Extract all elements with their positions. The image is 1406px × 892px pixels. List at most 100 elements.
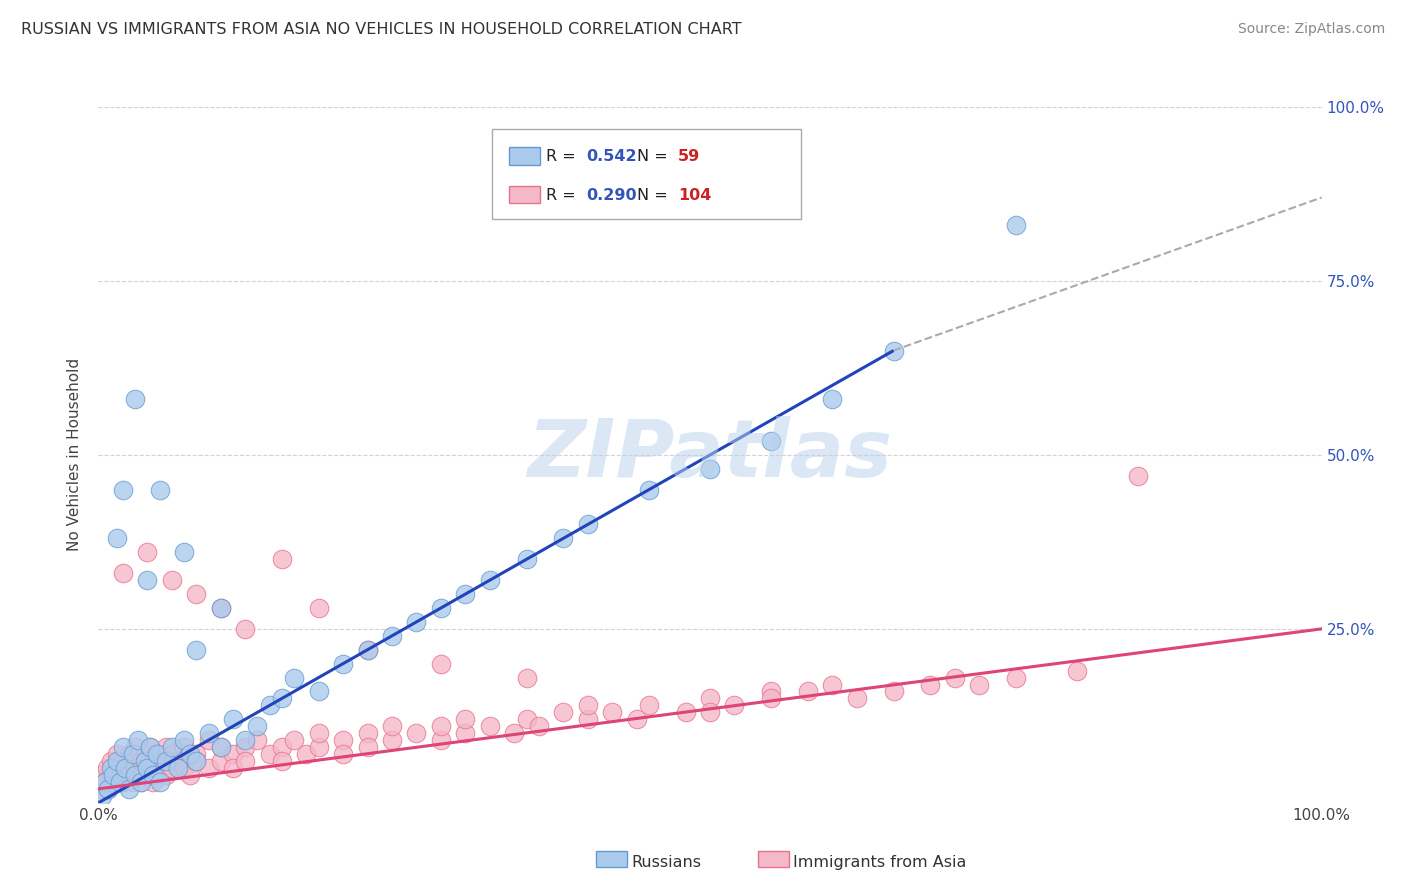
Point <box>149 761 172 775</box>
Point <box>160 740 183 755</box>
Point <box>93 775 115 789</box>
Point <box>101 775 124 789</box>
Point <box>209 740 232 755</box>
Point <box>638 483 661 497</box>
Point <box>139 740 162 755</box>
Point <box>134 754 156 768</box>
Point <box>527 719 550 733</box>
Point <box>699 706 721 720</box>
Point <box>1004 671 1026 685</box>
Point <box>149 775 172 789</box>
Point <box>246 719 269 733</box>
Point <box>110 768 132 782</box>
Point <box>381 629 404 643</box>
Point <box>883 343 905 358</box>
Point <box>516 552 538 566</box>
Text: N =: N = <box>637 188 673 202</box>
Point <box>430 601 453 615</box>
Point <box>118 768 141 782</box>
Text: ZIPatlas: ZIPatlas <box>527 416 893 494</box>
Point <box>155 740 177 755</box>
Point <box>381 719 404 733</box>
Text: 0.290: 0.290 <box>586 188 637 202</box>
Point <box>797 684 820 698</box>
Point <box>626 712 648 726</box>
Point <box>149 747 172 761</box>
Point <box>93 775 115 789</box>
Point <box>270 754 294 768</box>
Point <box>516 712 538 726</box>
Point <box>124 392 146 407</box>
Text: RUSSIAN VS IMMIGRANTS FROM ASIA NO VEHICLES IN HOUSEHOLD CORRELATION CHART: RUSSIAN VS IMMIGRANTS FROM ASIA NO VEHIC… <box>21 22 742 37</box>
Point <box>105 761 128 775</box>
Point <box>332 747 354 761</box>
Point <box>127 768 149 782</box>
Point <box>124 768 146 782</box>
Text: Russians: Russians <box>631 855 702 870</box>
Point <box>675 706 697 720</box>
Point <box>197 733 219 747</box>
Point <box>160 573 183 587</box>
Point <box>146 747 169 761</box>
Point <box>430 719 453 733</box>
Text: 104: 104 <box>678 188 711 202</box>
Point <box>405 615 427 629</box>
Point <box>160 761 183 775</box>
Point <box>111 754 134 768</box>
Point <box>478 719 501 733</box>
Point <box>111 775 134 789</box>
Point <box>110 775 132 789</box>
Point <box>186 754 208 768</box>
Point <box>381 733 404 747</box>
Point <box>723 698 745 713</box>
Y-axis label: No Vehicles in Household: No Vehicles in Household <box>67 359 83 551</box>
Point <box>259 747 281 761</box>
Point <box>454 712 477 726</box>
Point <box>576 517 599 532</box>
Point <box>356 726 378 740</box>
Point <box>553 706 575 720</box>
Point <box>111 483 134 497</box>
Point <box>186 747 208 761</box>
Point <box>222 747 245 761</box>
Point <box>209 740 232 755</box>
Point <box>173 740 195 755</box>
Point <box>270 552 294 566</box>
Point <box>553 532 575 546</box>
Point <box>101 768 124 782</box>
Point <box>129 775 152 789</box>
Point <box>845 691 868 706</box>
Point <box>136 545 159 559</box>
Point <box>173 733 195 747</box>
Point <box>173 545 195 559</box>
Point <box>160 747 183 761</box>
Point <box>186 587 208 601</box>
Point <box>259 698 281 713</box>
Text: 59: 59 <box>678 150 700 164</box>
Point <box>600 706 623 720</box>
Point <box>454 587 477 601</box>
Point <box>761 684 783 698</box>
Point <box>478 573 501 587</box>
Point <box>761 434 783 448</box>
Point <box>576 712 599 726</box>
Point <box>308 684 330 698</box>
Point <box>155 768 177 782</box>
Point <box>167 761 190 775</box>
Point <box>96 761 118 775</box>
Point <box>920 677 942 691</box>
Point <box>142 775 165 789</box>
Point <box>821 677 844 691</box>
Point <box>699 462 721 476</box>
Point <box>100 761 122 775</box>
Point <box>167 754 190 768</box>
Point <box>270 691 294 706</box>
Point <box>114 761 136 775</box>
Point <box>121 775 143 789</box>
Text: Immigrants from Asia: Immigrants from Asia <box>793 855 966 870</box>
Point <box>139 740 162 755</box>
Point <box>1004 219 1026 233</box>
Point <box>155 754 177 768</box>
Point <box>308 726 330 740</box>
Point <box>430 657 453 671</box>
